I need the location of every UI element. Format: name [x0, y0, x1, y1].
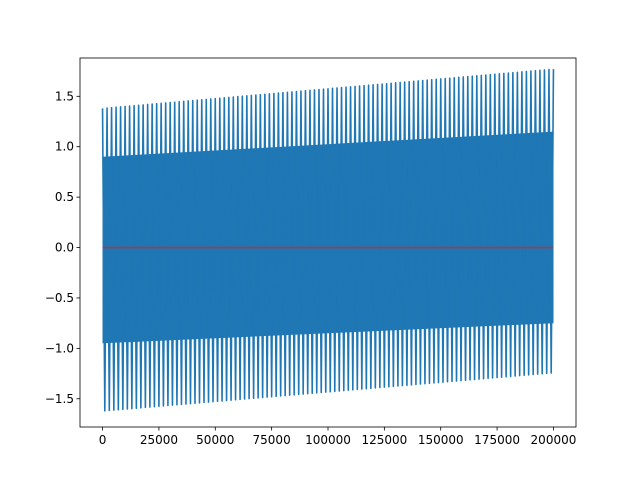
y-tick-label: 1.0	[55, 140, 74, 154]
x-tick-label: 50000	[196, 433, 234, 447]
y-tick-label: −1.5	[45, 392, 74, 406]
y-tick-label: −1.0	[45, 341, 74, 355]
x-tick-label: 75000	[253, 433, 291, 447]
x-axis: 0 25000 50000 75000 100000 125000 150000 175000…	[99, 427, 577, 447]
x-tick-label: 0	[99, 433, 107, 447]
y-tick-label: 0.5	[55, 190, 74, 204]
x-tick-label: 125000	[361, 433, 407, 447]
y-tick-label: 1.5	[55, 89, 74, 103]
x-tick-label: 175000	[474, 433, 520, 447]
y-tick-label: 0.0	[55, 241, 74, 255]
y-tick-label: −0.5	[45, 291, 74, 305]
x-tick-label: 150000	[418, 433, 464, 447]
signal-series-line	[101, 68, 555, 412]
x-tick-label: 25000	[140, 433, 178, 447]
x-tick-label: 100000	[305, 433, 351, 447]
x-tick-label: 200000	[531, 433, 577, 447]
plot-content	[101, 68, 555, 412]
y-axis: −1.5 −1.0 −0.5 0.0 0.5 1.0 1.5	[45, 89, 80, 406]
